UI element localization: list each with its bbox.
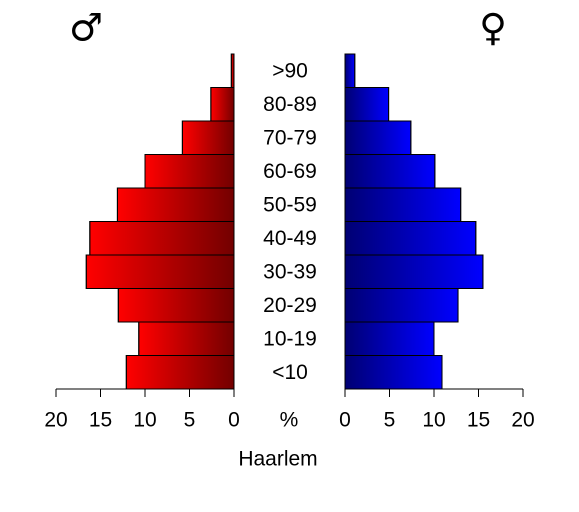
x-tick-label: 0 [339, 409, 351, 432]
category-label: 70-79 [263, 126, 317, 149]
legend-male: ♂ [69, 6, 103, 50]
category-label: <10 [272, 361, 308, 384]
x-tick-label: 15 [89, 409, 112, 432]
x-axis-label: % [280, 409, 299, 432]
category-label: 10-19 [263, 327, 317, 350]
category-label: >90 [272, 59, 308, 82]
bar-shade [344, 321, 435, 356]
x-tick-label: 5 [184, 409, 196, 432]
bar-shade [116, 187, 235, 222]
bar-shade [181, 120, 235, 155]
bar-shade [344, 187, 462, 222]
category-label: 30-39 [263, 260, 317, 283]
x-tick-label: 10 [422, 409, 445, 432]
category-label: 50-59 [263, 193, 317, 216]
bar-shade [344, 53, 356, 88]
bar-shade [344, 221, 477, 256]
legend-female: ♀ [479, 6, 507, 50]
bar-shade [344, 288, 459, 323]
bar-shade [344, 87, 390, 122]
bar-shade [230, 53, 235, 88]
bar-shade [344, 120, 412, 155]
bar-shade [344, 154, 436, 189]
bar-shade [144, 154, 235, 189]
x-tick-label: 20 [511, 409, 534, 432]
category-label: 60-69 [263, 160, 317, 183]
bar-shade [125, 355, 235, 390]
bar-shade [138, 321, 235, 356]
category-label: 40-49 [263, 227, 317, 250]
bar-shade [210, 87, 235, 122]
caption: Haarlem [238, 448, 317, 471]
bar-shade [344, 254, 484, 289]
x-tick-label: 0 [228, 409, 240, 432]
x-tick-label: 20 [44, 409, 67, 432]
bar-shade [85, 254, 235, 289]
bar-shade [344, 355, 443, 390]
bar-shade [89, 221, 235, 256]
x-tick-label: 5 [384, 409, 396, 432]
category-label: 80-89 [263, 93, 317, 116]
category-label: 20-29 [263, 294, 317, 317]
x-tick-label: 15 [467, 409, 490, 432]
x-tick-label: 10 [133, 409, 156, 432]
bar-shade [117, 288, 235, 323]
